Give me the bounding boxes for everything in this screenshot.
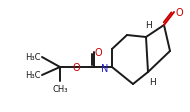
Text: H: H <box>149 78 155 87</box>
Text: O: O <box>94 48 102 57</box>
Text: H₃C: H₃C <box>25 53 41 62</box>
Text: H₃C: H₃C <box>25 71 41 80</box>
Text: CH₃: CH₃ <box>52 85 68 94</box>
Text: O: O <box>175 8 183 18</box>
Text: H: H <box>145 21 151 30</box>
Text: O: O <box>72 62 80 72</box>
Text: N: N <box>101 63 108 73</box>
